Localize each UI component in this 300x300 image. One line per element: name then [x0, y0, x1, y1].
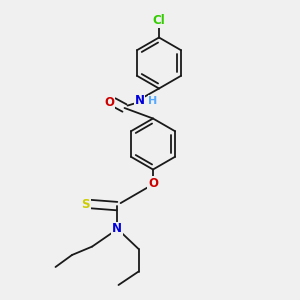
Text: N: N — [112, 222, 122, 236]
Text: S: S — [81, 197, 90, 211]
Text: O: O — [104, 95, 115, 109]
Text: H: H — [148, 95, 158, 106]
Text: Cl: Cl — [153, 14, 165, 28]
Text: N: N — [134, 94, 145, 107]
Text: O: O — [148, 177, 158, 190]
